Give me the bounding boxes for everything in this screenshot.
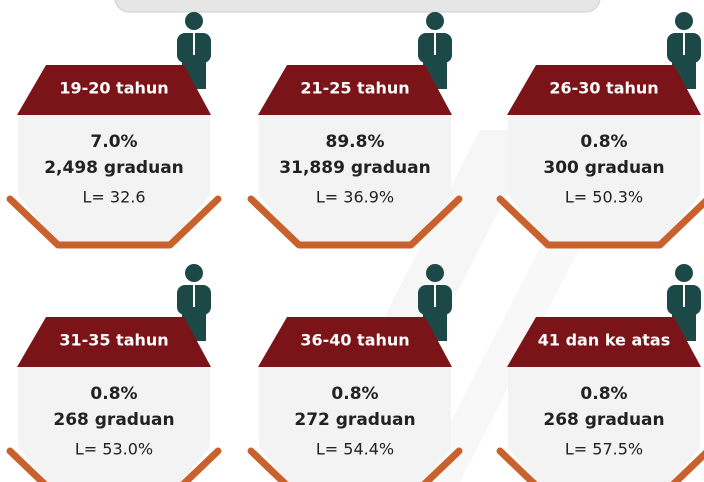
top-banner bbox=[114, 0, 601, 13]
card-percent: 0.8% bbox=[580, 132, 627, 152]
card-percent: 0.8% bbox=[331, 384, 378, 404]
card-l: L= 32.6 bbox=[82, 188, 145, 207]
card-chevron bbox=[247, 195, 463, 249]
card-percent: 7.0% bbox=[90, 132, 137, 152]
card-graduates: 300 graduan bbox=[543, 158, 664, 178]
person-head bbox=[185, 264, 203, 282]
card-header bbox=[17, 317, 211, 367]
card-l: L= 54.4% bbox=[316, 440, 394, 459]
card-label: 21-25 tahun bbox=[300, 79, 409, 98]
card-graduates: 272 graduan bbox=[294, 410, 415, 430]
card-label: 31-35 tahun bbox=[59, 331, 168, 350]
card-graduates: 268 graduan bbox=[53, 410, 174, 430]
card-header bbox=[507, 317, 701, 367]
card-header bbox=[258, 317, 452, 367]
card-body bbox=[18, 115, 210, 245]
card-label: 41 dan ke atas bbox=[538, 331, 670, 350]
card-chevron bbox=[496, 447, 704, 482]
card-l: L= 50.3% bbox=[565, 188, 643, 207]
card-graduates: 268 graduan bbox=[543, 410, 664, 430]
person-head bbox=[675, 12, 693, 30]
card-body bbox=[259, 367, 451, 482]
card-chevron bbox=[247, 447, 463, 482]
card-body bbox=[508, 367, 700, 482]
card-l: L= 36.9% bbox=[316, 188, 394, 207]
card-l: L= 57.5% bbox=[565, 440, 643, 459]
card-label: 19-20 tahun bbox=[59, 79, 168, 98]
card-chevron bbox=[6, 447, 222, 482]
card-graduates: 2,498 graduan bbox=[44, 158, 184, 178]
card-percent: 0.8% bbox=[580, 384, 627, 404]
card-percent: 0.8% bbox=[90, 384, 137, 404]
card-l: L= 53.0% bbox=[75, 440, 153, 459]
card-label: 26-30 tahun bbox=[549, 79, 658, 98]
card-header bbox=[507, 65, 701, 115]
card-percent: 89.8% bbox=[326, 132, 385, 152]
person-head bbox=[426, 264, 444, 282]
card-chevron bbox=[496, 195, 704, 249]
person-head bbox=[426, 12, 444, 30]
card-body bbox=[18, 367, 210, 482]
card-header bbox=[17, 65, 211, 115]
card-header bbox=[258, 65, 452, 115]
person-head bbox=[185, 12, 203, 30]
card-body bbox=[508, 115, 700, 245]
person-head bbox=[675, 264, 693, 282]
card-body bbox=[259, 115, 451, 245]
card-graduates: 31,889 graduan bbox=[279, 158, 430, 178]
card-label: 36-40 tahun bbox=[300, 331, 409, 350]
card-chevron bbox=[6, 195, 222, 249]
